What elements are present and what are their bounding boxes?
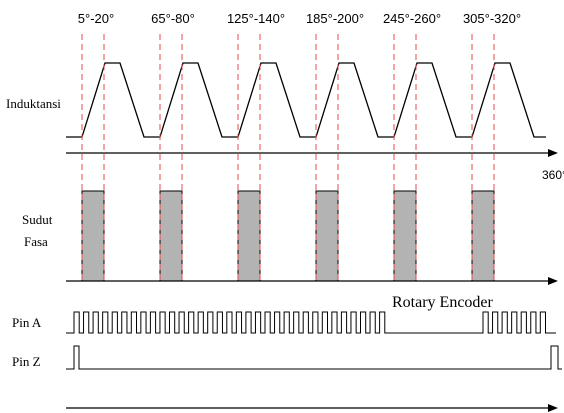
phase-block — [159, 190, 183, 282]
pin-a-waveform — [66, 311, 556, 334]
phase-angle-label-line1: Sudut — [22, 212, 53, 227]
phase-block — [315, 190, 339, 282]
pin-z-waveform — [66, 345, 562, 370]
phase-angle-label-line2: Fasa — [24, 234, 48, 249]
axis-arrow — [548, 149, 558, 157]
pin-a-label: Pin A — [12, 315, 42, 330]
angle-label-1: 5°-20° — [78, 11, 114, 26]
angle-label-3: 125°-140° — [227, 11, 285, 26]
phase-block — [393, 190, 417, 282]
angle-label-2: 65°-80° — [151, 11, 195, 26]
axis-arrow — [548, 404, 558, 412]
phase-angle-blocks — [81, 190, 495, 282]
angle-labels: 5°-20° 65°-80° 125°-140° 185°-200° 245°-… — [78, 11, 521, 26]
axis-arrow — [548, 277, 558, 285]
angle-guide-lines — [81, 34, 495, 283]
phase-block — [471, 190, 495, 282]
phase-block — [237, 190, 261, 282]
angle-label-5: 245°-260° — [383, 11, 441, 26]
phase-block — [81, 190, 105, 282]
signal-labels: Induktansi Sudut Fasa Pin A Pin Z — [6, 96, 61, 369]
rotary-encoder-label: Rotary Encoder — [392, 294, 494, 311]
angle-label-4: 185°-200° — [306, 11, 364, 26]
angle-label-6: 305°-320° — [463, 11, 521, 26]
axis-end-label: 360° — [542, 168, 564, 182]
inductance-label: Induktansi — [6, 96, 61, 111]
time-axes — [66, 149, 558, 412]
pin-z-label: Pin Z — [12, 354, 41, 369]
inductance-waveform — [66, 62, 546, 138]
